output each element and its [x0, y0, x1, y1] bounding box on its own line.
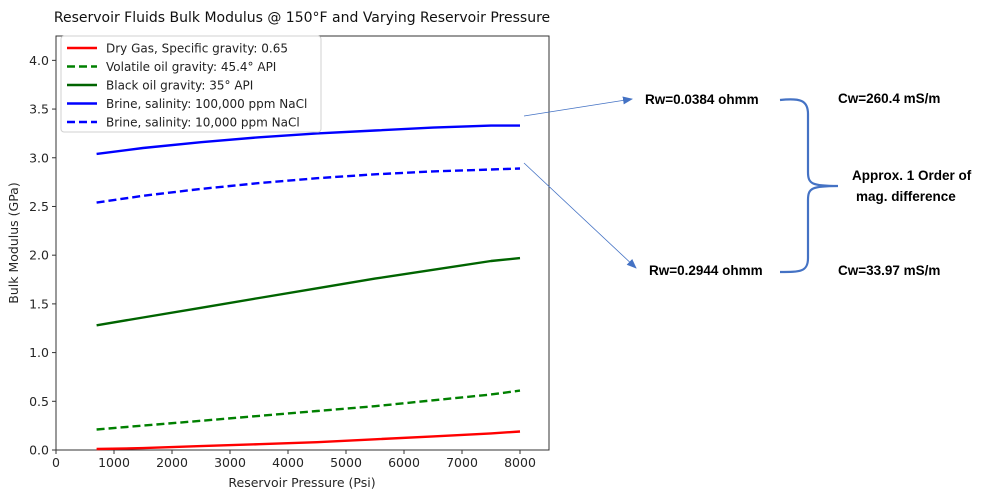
y-axis-label: Bulk Modulus (GPa)	[6, 182, 21, 303]
x-tick-label: 0	[52, 455, 60, 470]
series-line-0	[96, 430, 521, 451]
x-tick-label: 3000	[214, 455, 246, 470]
y-tick-label: 2.0	[29, 248, 49, 263]
legend-label: Volatile oil gravity: 45.4° API	[106, 60, 276, 74]
x-tick-label: 2000	[156, 455, 188, 470]
y-tick-label: 3.5	[29, 102, 49, 117]
x-tick-label: 6000	[388, 455, 420, 470]
cw-low-label: Cw=33.97 mS/m	[838, 263, 940, 278]
x-tick-label: 4000	[272, 455, 304, 470]
curly-brace	[779, 98, 839, 274]
x-tick-label: 5000	[330, 455, 362, 470]
annotations: Rw=0.0384 ohmm Rw=0.2944 ohmm Cw=260.4 m…	[523, 91, 972, 278]
y-tick-label: 1.0	[29, 345, 49, 360]
arrow-to-rw-high	[523, 96, 633, 117]
legend: Dry Gas, Specific gravity: 0.65 Volatile …	[60, 35, 322, 133]
order-of-magnitude-note-line2: mag. difference	[856, 189, 956, 204]
rw-high-label: Rw=0.0384 ohmm	[645, 92, 759, 107]
legend-label: Dry Gas, Specific gravity: 0.65	[106, 42, 288, 56]
y-tick-label: 4.0	[29, 53, 49, 68]
cw-high-label: Cw=260.4 mS/m	[838, 91, 940, 106]
legend-label: Brine, salinity: 100,000 ppm NaCl	[106, 97, 307, 111]
series-line-3	[96, 124, 520, 156]
chart-title: Reservoir Fluids Bulk Modulus @ 150°F an…	[54, 10, 550, 26]
legend-label: Black oil gravity: 35° API	[106, 79, 253, 93]
y-tick-label: 1.5	[29, 296, 49, 311]
legend-box	[60, 35, 322, 133]
legend-label: Brine, salinity: 10,000 ppm NaCl	[106, 116, 300, 130]
rw-low-label: Rw=0.2944 ohmm	[649, 263, 763, 278]
arrow-to-rw-low	[523, 162, 637, 269]
series-line-2	[96, 256, 521, 327]
y-tick-label: 0.0	[29, 443, 49, 458]
y-tick-label: 0.5	[29, 394, 49, 409]
series-layer	[96, 124, 521, 451]
x-tick-label: 7000	[446, 455, 478, 470]
x-tick-label: 8000	[504, 455, 536, 470]
series-line-1	[96, 389, 521, 431]
order-of-magnitude-note-line1: Approx. 1 Order of	[852, 168, 972, 183]
x-tick-label: 1000	[98, 455, 130, 470]
y-tick-label: 3.0	[29, 150, 49, 165]
series-line-4	[96, 167, 521, 204]
y-tick-label: 2.5	[29, 199, 49, 214]
x-axis-label: Reservoir Pressure (Psi)	[228, 475, 375, 490]
